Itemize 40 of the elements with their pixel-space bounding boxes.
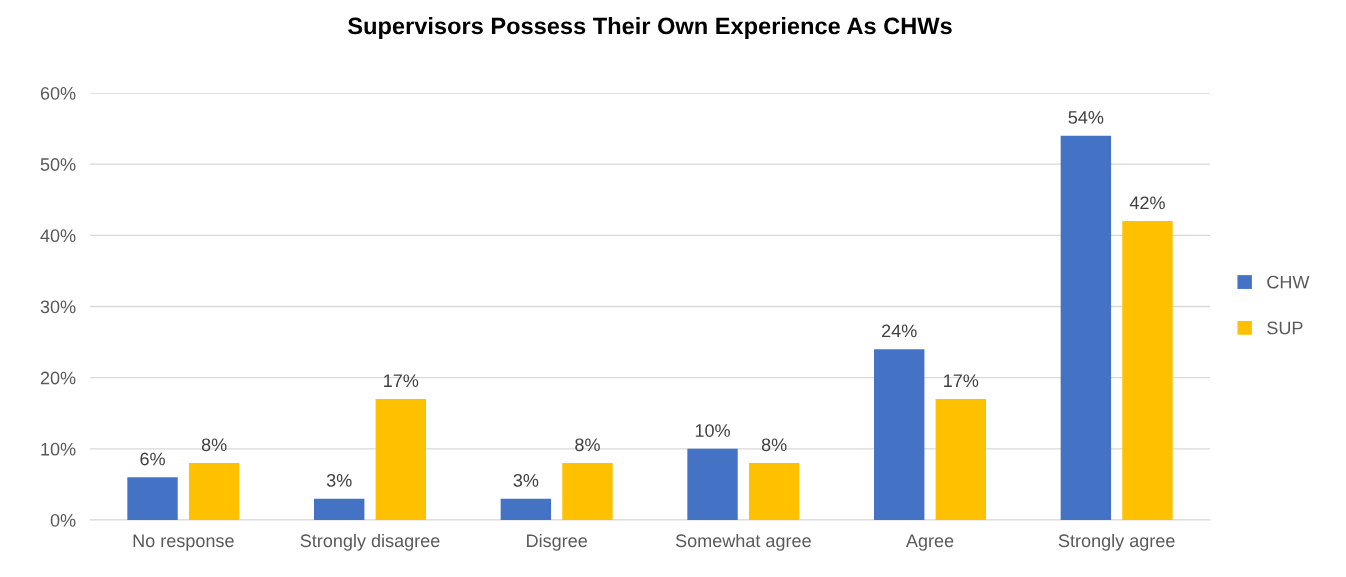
data-label: 17%	[384, 374, 419, 388]
y-tick-label: 60%	[40, 86, 76, 100]
data-label: 17%	[944, 374, 979, 388]
data-label: 8%	[575, 438, 600, 452]
data-label: 3%	[513, 473, 539, 487]
y-tick-label: 0%	[50, 513, 76, 527]
data-label: 42%	[1129, 196, 1165, 210]
y-tick-label: 40%	[40, 229, 76, 243]
data-label: 10%	[695, 424, 730, 437]
bar	[562, 463, 613, 520]
x-tick-label: Agree	[905, 534, 954, 551]
bar	[687, 448, 738, 520]
x-tick-label: No response	[133, 534, 234, 551]
bar	[1060, 135, 1112, 520]
x-tick-label: Strongly disagree	[300, 533, 440, 551]
legend-label: CHW	[1267, 275, 1310, 289]
data-label: 6%	[140, 452, 165, 466]
data-label: 3%	[326, 473, 352, 487]
bar	[748, 463, 800, 520]
x-tick-label: Somewhat agree	[675, 533, 811, 551]
data-label: 8%	[761, 438, 787, 452]
y-tick-label: 30%	[40, 300, 76, 314]
y-tick-label: 50%	[40, 158, 76, 171]
y-tick-label: 10%	[41, 442, 76, 456]
bar	[188, 463, 240, 520]
bar	[874, 349, 925, 520]
chart-title: Supervisors Possess Their Own Experience As CHWs	[348, 17, 952, 39]
bar	[127, 477, 178, 520]
data-label: 54%	[1068, 111, 1104, 124]
bar	[314, 498, 365, 520]
bar	[935, 399, 986, 520]
y-tick-label: 20%	[40, 371, 76, 385]
x-tick-label: Disgree	[527, 533, 587, 551]
data-label: 24%	[882, 324, 917, 338]
bar	[1122, 221, 1173, 520]
data-label: 8%	[201, 438, 227, 452]
x-tick-label: Strongly agree	[1058, 533, 1175, 551]
bar	[375, 399, 426, 520]
bar	[500, 498, 552, 520]
legend-label: SUP	[1267, 321, 1303, 335]
